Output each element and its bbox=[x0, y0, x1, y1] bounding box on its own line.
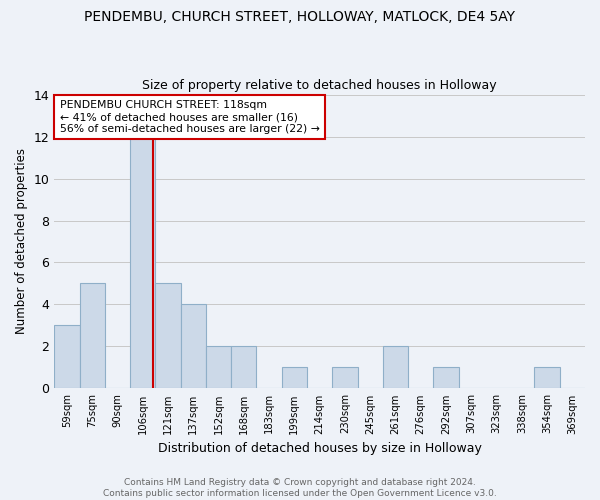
Bar bbox=[535, 368, 560, 388]
Bar bbox=[231, 346, 256, 389]
Title: Size of property relative to detached houses in Holloway: Size of property relative to detached ho… bbox=[142, 79, 497, 92]
Bar bbox=[54, 326, 80, 388]
Bar bbox=[332, 368, 358, 388]
Text: Contains HM Land Registry data © Crown copyright and database right 2024.
Contai: Contains HM Land Registry data © Crown c… bbox=[103, 478, 497, 498]
Text: PENDEMBU, CHURCH STREET, HOLLOWAY, MATLOCK, DE4 5AY: PENDEMBU, CHURCH STREET, HOLLOWAY, MATLO… bbox=[85, 10, 515, 24]
Bar bbox=[155, 284, 181, 389]
Bar bbox=[130, 136, 155, 388]
Bar bbox=[181, 304, 206, 388]
Bar bbox=[433, 368, 458, 388]
Y-axis label: Number of detached properties: Number of detached properties bbox=[15, 148, 28, 334]
Bar bbox=[206, 346, 231, 389]
X-axis label: Distribution of detached houses by size in Holloway: Distribution of detached houses by size … bbox=[158, 442, 482, 455]
Bar bbox=[383, 346, 408, 389]
Bar bbox=[282, 368, 307, 388]
Bar bbox=[80, 284, 105, 389]
Text: PENDEMBU CHURCH STREET: 118sqm
← 41% of detached houses are smaller (16)
56% of : PENDEMBU CHURCH STREET: 118sqm ← 41% of … bbox=[59, 100, 319, 134]
